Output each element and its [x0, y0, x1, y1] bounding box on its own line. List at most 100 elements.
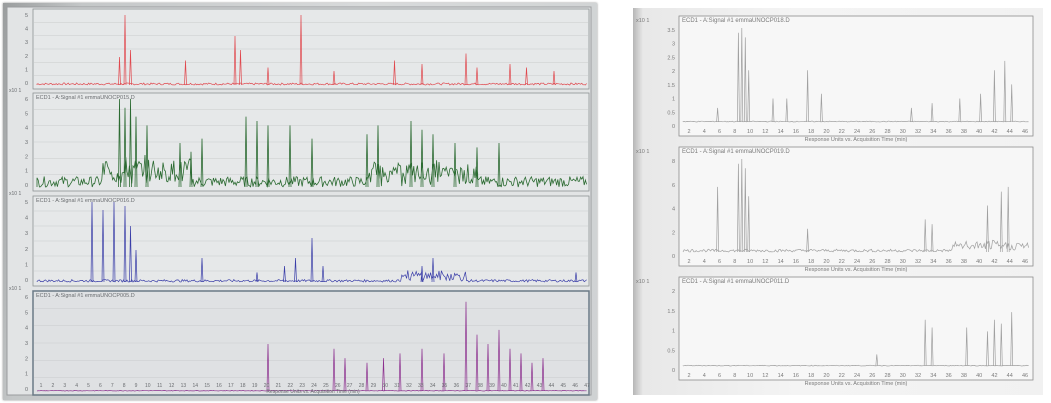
- right-x-tick-label: 26: [869, 373, 875, 379]
- right-panel-title: ECD1 - A:Signal #1 emmaUNOCP018.D: [682, 18, 790, 24]
- right-chromatogram-scan: x10 1 ECD1 - A:Signal #1 emmaUNOCP018.D 3.…: [633, 8, 1043, 395]
- right-x-tick-label: 10: [747, 129, 753, 135]
- right-y-tick-label: 3: [672, 42, 675, 48]
- left-panel-prefix: x10 1: [9, 191, 21, 197]
- left-x-tick-label: 10: [145, 383, 151, 389]
- right-x-tick-label: 26: [869, 129, 875, 135]
- right-x-tick-label: 28: [884, 373, 890, 379]
- right-x-tick-label: 8: [733, 373, 736, 379]
- left-x-tick-label: 27: [347, 383, 353, 389]
- left-x-tick-label: 38: [477, 383, 483, 389]
- right-x-tick-label: 24: [854, 373, 860, 379]
- right-x-tick-label: 30: [900, 129, 906, 135]
- left-trace-2: [36, 98, 587, 188]
- right-x-tick-label: 18: [808, 129, 814, 135]
- right-x-tick-label: 8: [733, 259, 736, 265]
- left-x-tick-label: 14: [193, 383, 199, 389]
- left-y-tick-label: 4: [25, 126, 28, 132]
- left-x-tick-label: 4: [75, 383, 78, 389]
- right-x-tick-label: 44: [1007, 129, 1013, 135]
- right-x-tick-label: 22: [839, 129, 845, 135]
- left-panel-title: ECD1 - A:Signal #1 emmaUNOCP016.D: [36, 198, 135, 204]
- right-x-tick-label: 46: [1022, 373, 1028, 379]
- right-x-tick-label: 10: [747, 259, 753, 265]
- left-y-tick-label: 2: [25, 54, 28, 60]
- left-panel-title: ECD1 - A:Signal #1 emmaUNOCP005.D: [36, 293, 135, 299]
- right-panel-title: ECD1 - A:Signal #1 emmaUNOCP011.D: [682, 279, 790, 285]
- left-x-tick-label: 15: [204, 383, 210, 389]
- left-y-tick-label: 0: [25, 278, 28, 284]
- left-trace-1: [36, 14, 587, 86]
- right-x-tick-label: 34: [930, 259, 936, 265]
- right-y-tick-label: 0: [672, 368, 675, 374]
- left-x-tick-label: 37: [466, 383, 472, 389]
- right-y-tick-label: 2.5: [667, 55, 675, 61]
- left-panel-title: ECD1 - A:Signal #1 emmaUNOCP015.D: [36, 95, 135, 101]
- left-y-tick-label: 3: [25, 341, 28, 347]
- left-x-tick-label: 16: [216, 383, 222, 389]
- left-y-tick-label: 4: [25, 326, 28, 332]
- left-x-tick-label: 18: [240, 383, 246, 389]
- right-y-tick-label: 8: [672, 159, 675, 165]
- left-chromatogram-photo: 5 4 3 2 1 0 6 5 4 3 2 1 0 x10 1 ECD1 - A:Signal #1 emm…: [3, 3, 597, 400]
- right-x-tick-label: 28: [884, 129, 890, 135]
- left-x-tick-label: 12: [169, 383, 175, 389]
- right-x-tick-label: 2: [687, 259, 690, 265]
- right-x-tick-label: 20: [823, 129, 829, 135]
- left-x-tick-label: 45: [560, 383, 566, 389]
- right-x-tick-label: 26: [869, 259, 875, 265]
- right-x-tick-label: 32: [915, 373, 921, 379]
- left-y-tick-label: 0: [25, 81, 28, 87]
- left-trace-4: [36, 301, 587, 392]
- right-y-tick-label: 0: [672, 124, 675, 130]
- right-x-tick-label: 28: [884, 259, 890, 265]
- right-x-tick-label: 14: [778, 259, 784, 265]
- right-x-tick-label: 22: [839, 373, 845, 379]
- left-y-tick-label: 3: [25, 40, 28, 46]
- right-x-tick-label: 10: [747, 373, 753, 379]
- left-x-tick-label: 29: [371, 383, 377, 389]
- right-x-tick-label: 24: [854, 259, 860, 265]
- right-trace-1: [682, 27, 1029, 123]
- right-x-tick-label: 34: [930, 373, 936, 379]
- left-x-tick-label: 21: [276, 383, 282, 389]
- left-x-tick-label: 22: [287, 383, 293, 389]
- right-x-tick-label: 40: [976, 129, 982, 135]
- right-x-tick-label: 4: [703, 259, 706, 265]
- left-x-tick-label: 42: [525, 383, 531, 389]
- right-y-tick-label: 1.5: [667, 309, 675, 315]
- right-y-tick-label: 0: [672, 254, 675, 260]
- right-x-tick-label: 42: [991, 373, 997, 379]
- left-x-tick-label: 9: [135, 383, 138, 389]
- left-x-tick-label: 6: [99, 383, 102, 389]
- left-x-tick-label: 8: [123, 383, 126, 389]
- left-x-tick-label: 40: [501, 383, 507, 389]
- right-x-tick-label: 42: [991, 259, 997, 265]
- right-x-tick-label: 34: [930, 129, 936, 135]
- left-panel-prefix: x10 1: [9, 286, 21, 292]
- right-x-tick-label: 24: [854, 129, 860, 135]
- right-x-tick-label: 32: [915, 129, 921, 135]
- left-x-tick-label: 1: [40, 383, 43, 389]
- left-x-tick-label: 41: [513, 383, 519, 389]
- left-x-tick-label: 23: [299, 383, 305, 389]
- right-x-tick-label: 38: [961, 373, 967, 379]
- left-x-tick-label: 19: [252, 383, 258, 389]
- right-x-tick-label: 18: [808, 373, 814, 379]
- left-y-tick-label: 2: [25, 247, 28, 253]
- right-x-tick-label: 36: [946, 259, 952, 265]
- right-y-tick-label: 3.5: [667, 28, 675, 34]
- left-x-tick-label: 31: [394, 383, 400, 389]
- right-x-tick-label: 40: [976, 373, 982, 379]
- right-x-tick-label: 6: [718, 129, 721, 135]
- left-x-tick-label: 5: [87, 383, 90, 389]
- left-y-tick-label: 6: [25, 97, 28, 103]
- right-chromatogram-stack: x10 1 ECD1 - A:Signal #1 emmaUNOCP018.D 3.…: [636, 15, 1034, 387]
- right-panel-title: ECD1 - A:Signal #1 emmaUNOCP019.D: [682, 149, 790, 155]
- left-y-tick-label: 5: [25, 310, 28, 316]
- right-x-tick-label: 46: [1022, 259, 1028, 265]
- left-y-tick-label: 3: [25, 231, 28, 237]
- right-x-tick-label: 12: [762, 373, 768, 379]
